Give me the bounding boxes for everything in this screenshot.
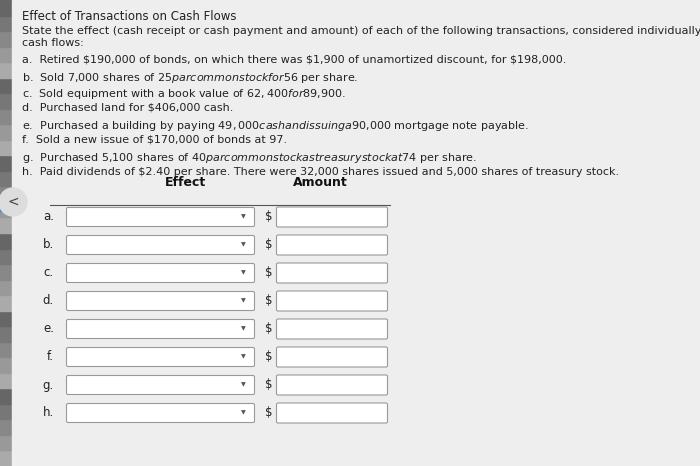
Text: ▼: ▼ [241,242,246,247]
Text: ▼: ▼ [241,214,246,219]
Text: cash flows:: cash flows: [22,38,84,48]
FancyBboxPatch shape [66,320,255,338]
Circle shape [0,188,27,216]
Text: d.: d. [43,295,54,308]
Bar [0,280,12,295]
Text: ▼: ▼ [241,383,246,388]
Bar [0,218,12,233]
Text: a.: a. [43,211,54,224]
Text: State the effect (cash receipt or cash payment and amount) of each of the follow: State the effect (cash receipt or cash p… [22,26,700,36]
FancyBboxPatch shape [276,375,388,395]
FancyBboxPatch shape [66,404,255,423]
Bar [0,109,12,124]
Bar [0,264,12,280]
Text: f.  Sold a new issue of $170,000 of bonds at 97.: f. Sold a new issue of $170,000 of bonds… [22,135,287,145]
FancyBboxPatch shape [66,376,255,395]
FancyBboxPatch shape [66,292,255,310]
Bar [0,186,12,202]
Text: ▼: ▼ [241,270,246,275]
FancyBboxPatch shape [276,235,388,255]
Text: Effect: Effect [164,176,206,189]
Bar [0,248,12,264]
Text: b.  Sold 7,000 shares of $25 par common stock for $56 per share.: b. Sold 7,000 shares of $25 par common s… [22,71,358,85]
Bar [0,342,12,357]
FancyBboxPatch shape [66,263,255,282]
Bar [0,451,12,466]
Bar [0,47,12,62]
Bar [0,0,12,15]
Text: $: $ [265,211,272,224]
FancyBboxPatch shape [276,291,388,311]
Bar [0,124,12,140]
Bar [0,155,12,171]
Text: e.  Purchased a building by paying $49,000 cash and issuing a $90,000 mortgage n: e. Purchased a building by paying $49,00… [22,119,529,133]
Bar [0,435,12,451]
Bar [0,326,12,342]
Text: g.: g. [43,378,54,391]
Text: $: $ [265,406,272,419]
Bar [0,404,12,419]
Bar [0,233,12,248]
Text: $: $ [265,267,272,280]
Text: ▼: ▼ [241,327,246,331]
Bar [0,15,12,31]
Bar [0,171,12,186]
FancyBboxPatch shape [66,348,255,366]
Bar [0,62,12,78]
Text: $: $ [265,350,272,363]
Text: $: $ [265,295,272,308]
Text: f.: f. [47,350,54,363]
Bar [0,419,12,435]
FancyBboxPatch shape [66,207,255,226]
FancyBboxPatch shape [276,319,388,339]
Text: $: $ [265,378,272,391]
Text: e.: e. [43,322,54,336]
Text: a.  Retired $190,000 of bonds, on which there was $1,900 of unamortized discount: a. Retired $190,000 of bonds, on which t… [22,55,566,65]
Bar [0,140,12,155]
Text: ▼: ▼ [241,411,246,416]
Text: Amount: Amount [293,176,347,189]
Text: g.  Purchased 5,100 shares of $40 par common stock as treasury stock at $74 per : g. Purchased 5,100 shares of $40 par com… [22,151,477,165]
Text: h.  Paid dividends of $2.40 per share. There were 32,000 shares issued and 5,000: h. Paid dividends of $2.40 per share. Th… [22,167,619,177]
Text: Effect of Transactions on Cash Flows: Effect of Transactions on Cash Flows [22,10,237,23]
FancyBboxPatch shape [276,403,388,423]
Text: c.  Sold equipment with a book value of $62,400 for $89,900.: c. Sold equipment with a book value of $… [22,87,346,101]
Text: ▼: ▼ [241,299,246,303]
Bar [0,295,12,311]
Text: c.: c. [44,267,54,280]
Bar [0,357,12,373]
Text: b.: b. [43,239,54,252]
Text: d.  Purchased land for $406,000 cash.: d. Purchased land for $406,000 cash. [22,103,233,113]
Text: h.: h. [43,406,54,419]
Bar [0,78,12,93]
Bar [0,373,12,388]
Bar [0,388,12,404]
Bar [0,311,12,326]
FancyBboxPatch shape [276,263,388,283]
Text: $: $ [265,239,272,252]
Text: ▼: ▼ [241,355,246,359]
Bar [0,193,12,211]
Bar [0,202,12,218]
FancyBboxPatch shape [66,235,255,254]
FancyBboxPatch shape [276,347,388,367]
Text: $: $ [265,322,272,336]
Bar [0,31,12,47]
Bar [0,93,12,109]
FancyBboxPatch shape [276,207,388,227]
Text: <: < [7,195,19,209]
